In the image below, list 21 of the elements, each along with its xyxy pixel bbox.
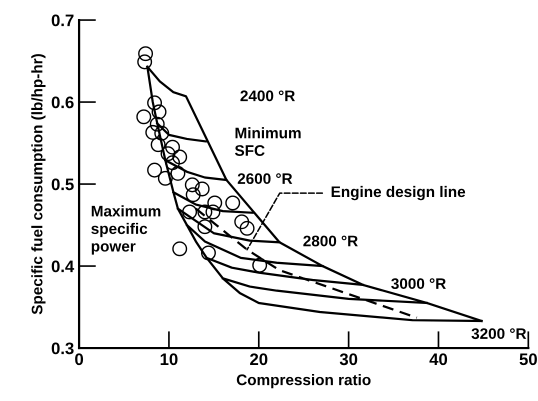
- y-tick-label: 0.7: [52, 14, 74, 26]
- x-tick-label: 40: [429, 353, 448, 366]
- y-tick-label: 0.6: [52, 96, 74, 108]
- annotation: Engine design line: [332, 186, 466, 200]
- x-tick-label: 0: [75, 353, 84, 366]
- x-tick-label: 30: [340, 353, 358, 366]
- y-tick-label: 0.5: [52, 178, 74, 190]
- y-tick-label: 0.3: [52, 342, 74, 354]
- annotation: 3200 °R: [472, 328, 526, 340]
- x-axis-title: Compression ratio: [236, 374, 371, 388]
- annotation: 2400 °R: [240, 90, 295, 102]
- x-tick-label: 10: [160, 353, 178, 366]
- annotation: Maximum specific power: [91, 205, 160, 255]
- annotation: 2600 °R: [238, 173, 292, 184]
- annotation: Minimum SFC: [234, 127, 301, 156]
- x-tick-label: 50: [520, 353, 537, 366]
- y-axis-title: Specific fuel consumption (lb/hp-hr): [31, 54, 46, 314]
- x-tick-label: 20: [250, 353, 268, 366]
- annotation: 3000 °R: [391, 278, 446, 290]
- y-tick-label: 0.4: [52, 260, 74, 272]
- annotation: 2800 °R: [303, 236, 358, 246]
